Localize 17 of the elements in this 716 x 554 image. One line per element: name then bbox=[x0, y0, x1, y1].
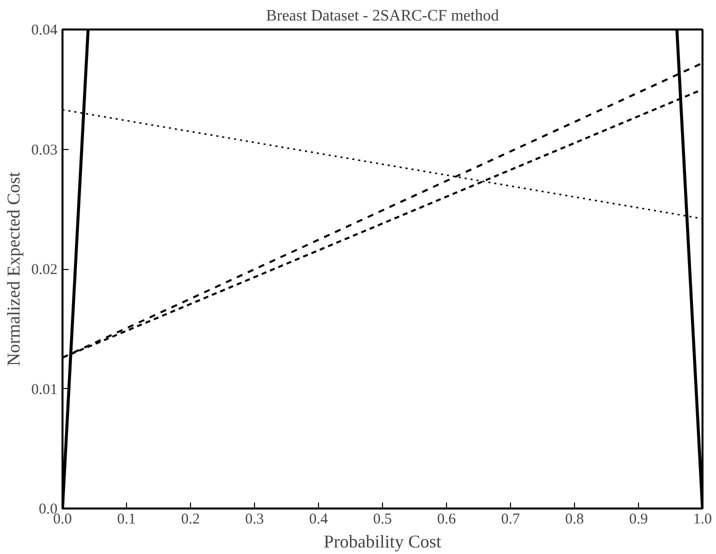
y-axis-title: Normalized Expected Cost bbox=[3, 172, 24, 366]
x-tick-label: 0.7 bbox=[501, 512, 520, 528]
y-tick-label: 0.03 bbox=[31, 142, 58, 158]
y-tick-label: 0.02 bbox=[31, 262, 58, 278]
x-tick-label: 1.0 bbox=[693, 512, 712, 528]
x-tick-label: 0.6 bbox=[437, 512, 456, 528]
x-tick-label: 0.2 bbox=[181, 512, 200, 528]
x-tick-label: 0.9 bbox=[629, 512, 648, 528]
x-tick-label: 0.5 bbox=[373, 512, 392, 528]
x-tick-label: 0.8 bbox=[565, 512, 584, 528]
x-axis-title: Probability Cost bbox=[324, 532, 442, 552]
y-tick-label: 0.01 bbox=[31, 382, 58, 398]
x-tick-label: 0.1 bbox=[117, 512, 136, 528]
x-tick-label: 0.3 bbox=[245, 512, 264, 528]
y-tick-label: 0.04 bbox=[31, 22, 58, 38]
x-tick-label: 0.4 bbox=[309, 512, 328, 528]
chart-title: Breast Dataset - 2SARC-CF method bbox=[266, 8, 499, 24]
